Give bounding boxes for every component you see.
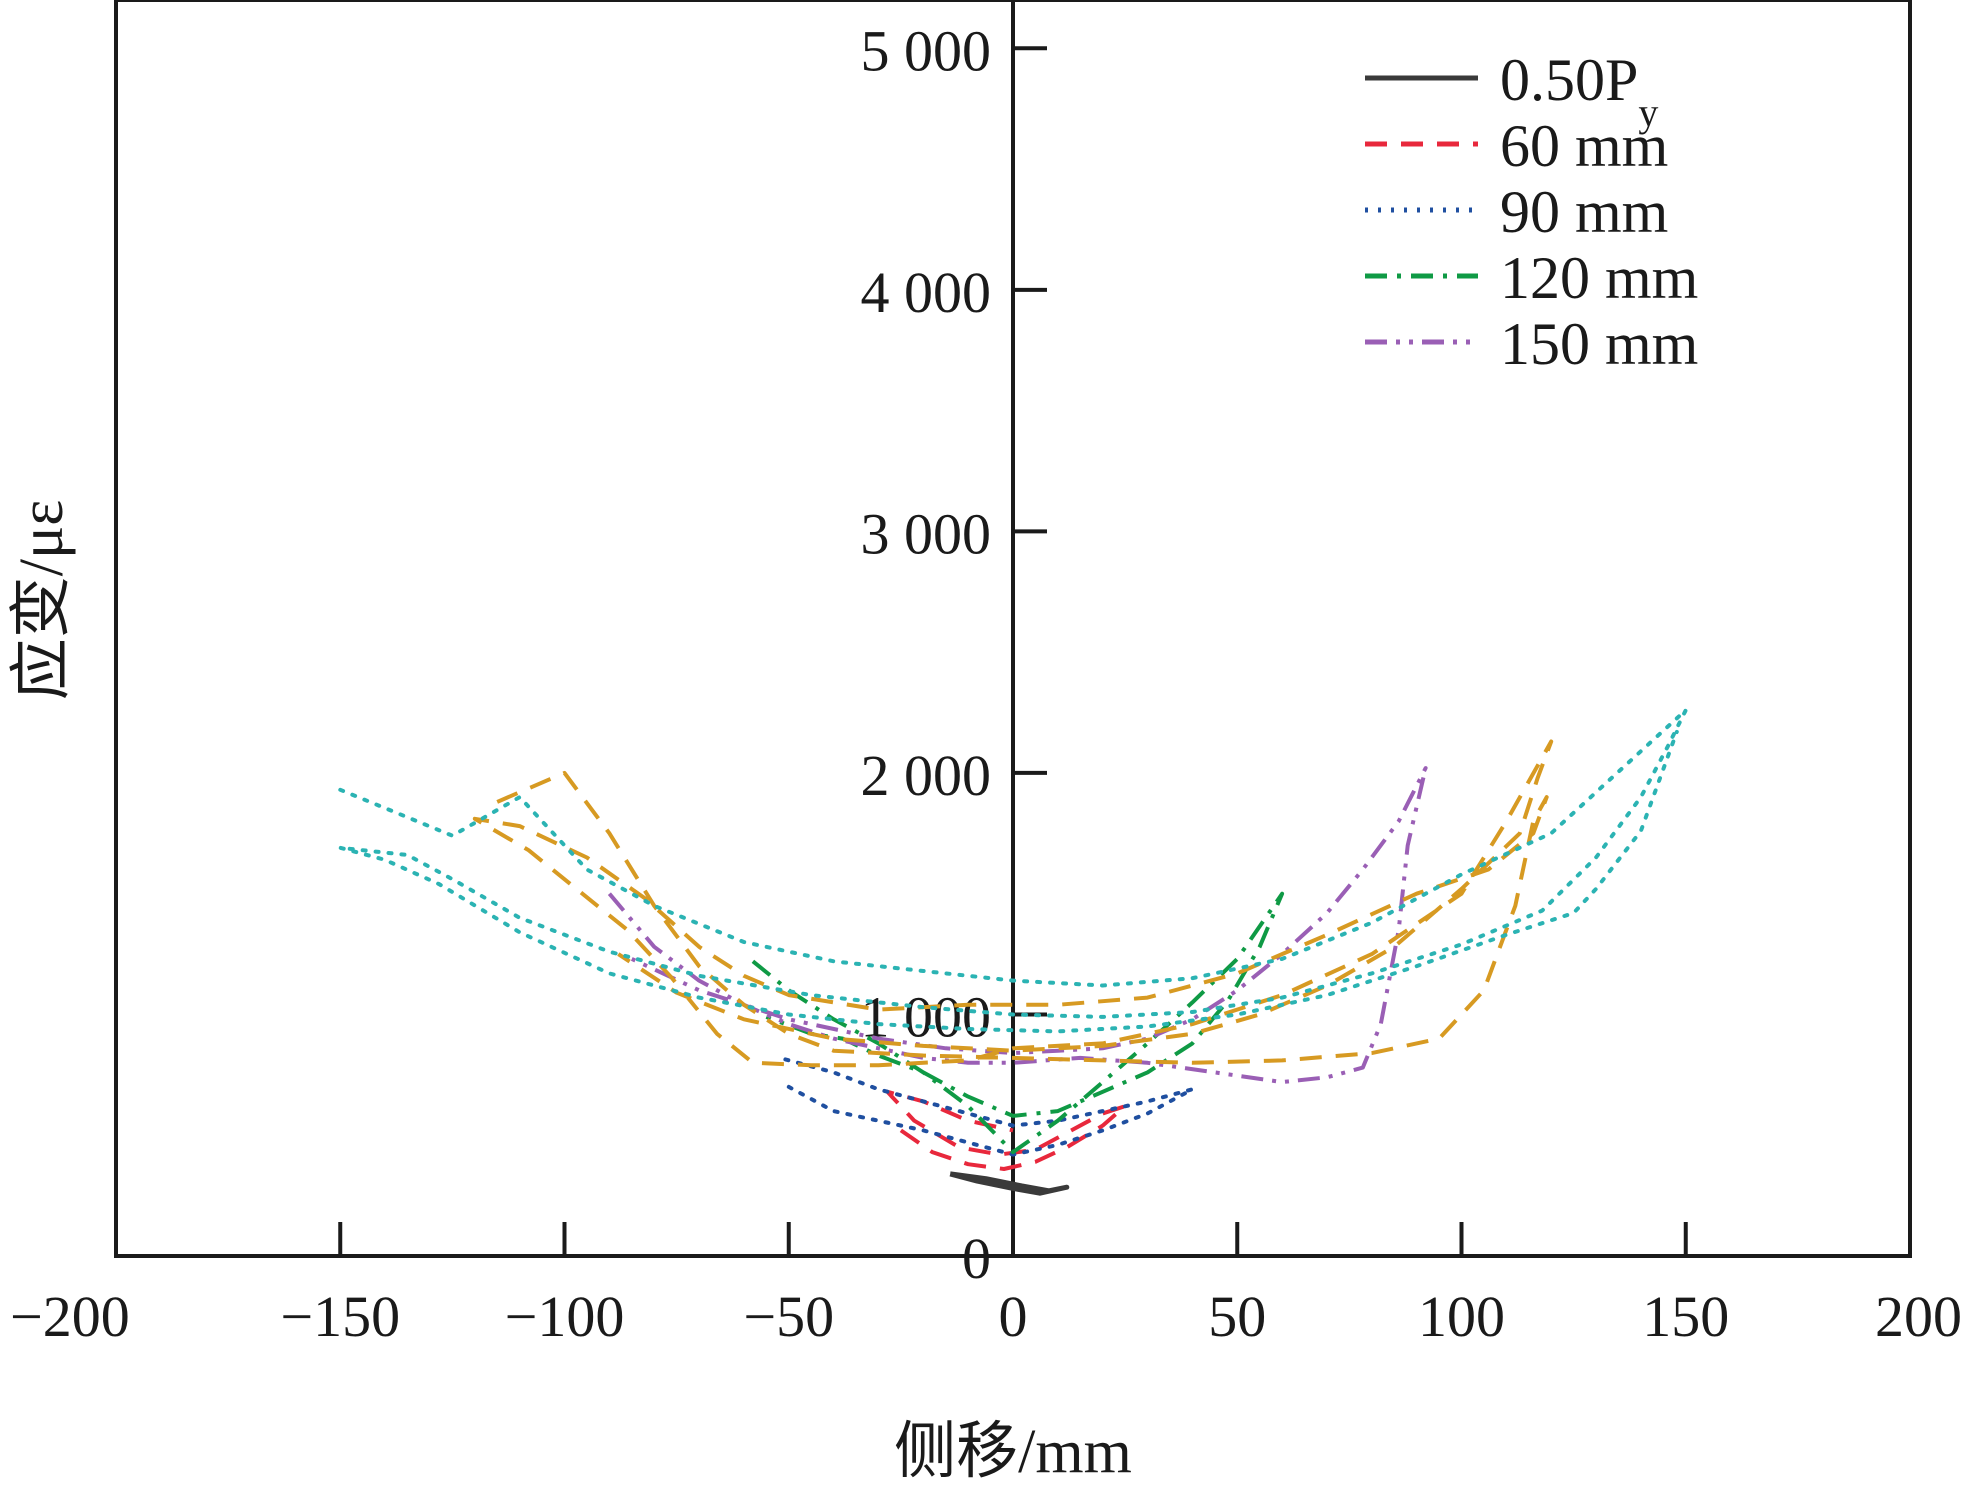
series-line <box>777 1055 1195 1157</box>
legend-label: 90 mm <box>1500 179 1668 245</box>
x-tick-label: 100 <box>1418 1284 1505 1349</box>
y-tick-label: 2 000 <box>861 743 992 808</box>
x-tick-label: 50 <box>1208 1284 1266 1349</box>
y-tick-label: 0 <box>962 1226 991 1291</box>
x-tick-label: −100 <box>505 1284 625 1349</box>
series-line <box>338 708 1688 1034</box>
legend-label: 60 mm <box>1500 113 1668 179</box>
series-line <box>885 1089 1128 1171</box>
x-tick-label: 200 <box>1875 1284 1962 1349</box>
series-line <box>472 739 1554 1068</box>
legend-label: 120 mm <box>1500 245 1698 311</box>
y-tick-label: 3 000 <box>861 501 992 566</box>
y-tick-label: 4 000 <box>861 260 992 325</box>
y-tick-label: 5 000 <box>861 18 992 83</box>
legend-label: 150 mm <box>1500 311 1698 377</box>
x-tick-label: −50 <box>743 1284 834 1349</box>
x-tick-label: −150 <box>280 1284 400 1349</box>
series-line <box>751 891 1285 1155</box>
x-axis-label: 侧移/mm <box>894 1418 1132 1486</box>
x-axis-ticks: −200 −150 −100 −50 0 50 100 150 200 <box>10 1222 1962 1349</box>
series-line <box>607 766 1428 1085</box>
x-tick-label: 150 <box>1642 1284 1729 1349</box>
x-tick-label: −200 <box>10 1284 130 1349</box>
series-layer <box>338 708 1688 1196</box>
y-axis-label: 应变/με <box>8 500 76 701</box>
series-line <box>949 1171 1070 1196</box>
x-tick-label: 0 <box>999 1284 1028 1349</box>
